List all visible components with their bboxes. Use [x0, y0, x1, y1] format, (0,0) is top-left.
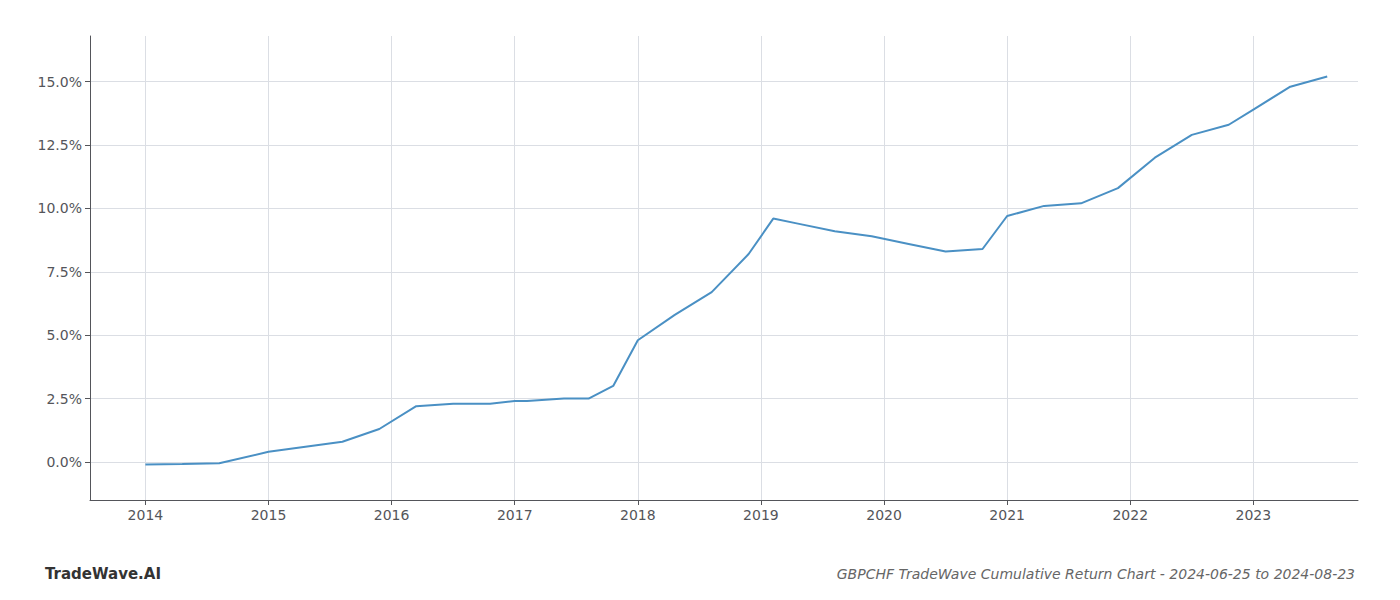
svg-text:7.5%: 7.5%: [46, 264, 82, 280]
svg-text:2018: 2018: [620, 507, 656, 523]
svg-text:TradeWave.AI: TradeWave.AI: [45, 565, 161, 583]
svg-text:2017: 2017: [497, 507, 533, 523]
svg-text:15.0%: 15.0%: [38, 74, 82, 90]
svg-text:2021: 2021: [989, 507, 1025, 523]
svg-text:2.5%: 2.5%: [46, 391, 82, 407]
svg-text:2023: 2023: [1236, 507, 1272, 523]
svg-text:2016: 2016: [374, 507, 410, 523]
svg-text:2022: 2022: [1112, 507, 1148, 523]
svg-text:2015: 2015: [251, 507, 287, 523]
svg-text:5.0%: 5.0%: [46, 327, 82, 343]
svg-text:GBPCHF TradeWave Cumulative Re: GBPCHF TradeWave Cumulative Return Chart…: [837, 566, 1355, 582]
svg-text:10.0%: 10.0%: [38, 200, 82, 216]
svg-text:2019: 2019: [743, 507, 779, 523]
svg-text:0.0%: 0.0%: [46, 454, 82, 470]
svg-text:2020: 2020: [866, 507, 902, 523]
svg-text:2014: 2014: [128, 507, 164, 523]
svg-text:12.5%: 12.5%: [38, 137, 82, 153]
